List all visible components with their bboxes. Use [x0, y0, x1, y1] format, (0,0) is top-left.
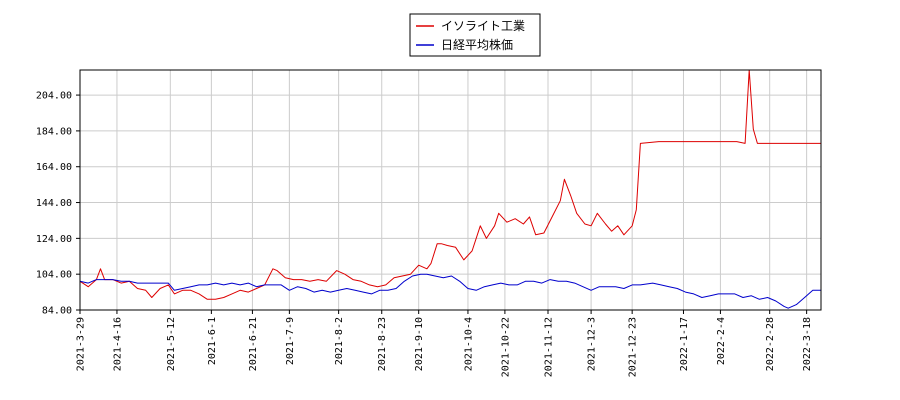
- y-tick-label: 104.00: [36, 270, 72, 281]
- series-layer: [79, 69, 821, 309]
- plot-area: [79, 69, 822, 311]
- legend-label-isolite: イソライト工業: [441, 19, 525, 33]
- x-tick-label: 2021-12-23: [628, 317, 639, 377]
- x-tick-label: 2021-5-12: [166, 317, 177, 371]
- series-line-isolite: [79, 69, 821, 300]
- x-tick-label: 2021-4-16: [112, 317, 123, 371]
- x-tick-label: 2021-6-21: [248, 317, 259, 371]
- x-axis: 2021-3-29 2021-4-16 2021-5-12 2021-6-1 2021-…: [76, 310, 813, 377]
- x-tick-label: 2022-2-4: [716, 317, 727, 365]
- x-tick-label: 2021-7-9: [285, 317, 296, 365]
- x-tick-label: 2022-1-17: [679, 317, 690, 371]
- y-tick-label: 144.00: [36, 198, 72, 209]
- y-axis: 84.00 104.00 124.00 144.00 164.00 184.00 204.0…: [36, 91, 80, 317]
- x-tick-label: 2021-8-2: [334, 317, 345, 365]
- x-tick-label: 2021-11-12: [544, 317, 555, 377]
- y-tick-label: 84.00: [42, 306, 72, 317]
- legend-label-nikkei: 日経平均株価: [441, 37, 513, 52]
- legend-box: [409, 13, 541, 57]
- x-tick-label: 2022-3-18: [802, 317, 813, 371]
- x-tick-label: 2021-9-10: [414, 317, 425, 371]
- y-tick-label: 204.00: [36, 91, 72, 102]
- y-tick-label: 164.00: [36, 162, 72, 173]
- series-line-nikkei: [79, 273, 821, 309]
- x-tick-label: 2021-12-3: [587, 317, 598, 371]
- x-tick-label: 2021-6-1: [207, 317, 218, 365]
- grid: [79, 70, 821, 311]
- legend: イソライト工業 日経平均株価: [409, 13, 541, 57]
- y-tick-label: 184.00: [36, 126, 72, 137]
- y-tick-label: 124.00: [36, 234, 72, 245]
- x-tick-label: 2022-2-28: [765, 317, 776, 371]
- x-tick-label: 2021-10-22: [500, 317, 511, 377]
- x-tick-label: 2021-8-23: [377, 317, 388, 371]
- x-tick-label: 2021-10-4: [463, 317, 474, 371]
- x-tick-label: 2021-3-29: [76, 317, 87, 371]
